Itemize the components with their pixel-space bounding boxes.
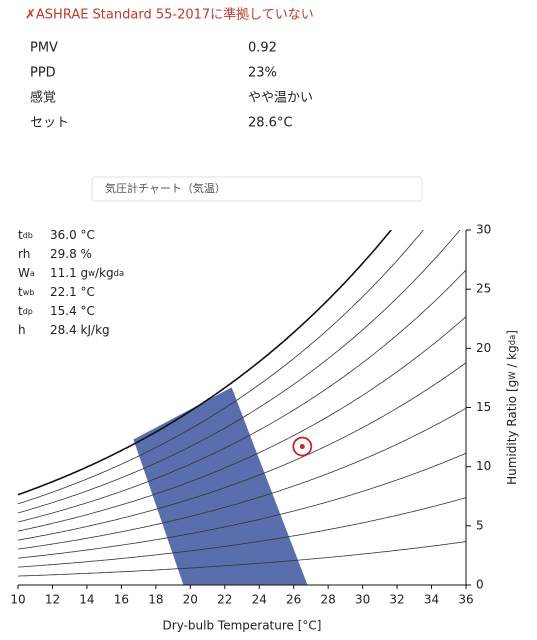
x-tick-label: 24 bbox=[252, 593, 267, 607]
info-value: 22.1 °C bbox=[50, 285, 95, 299]
result-label: 感覚 bbox=[30, 90, 56, 106]
x-tick-label: 18 bbox=[148, 593, 163, 607]
x-tick-label: 28 bbox=[321, 593, 336, 607]
y-tick-label: 25 bbox=[476, 282, 491, 296]
chart-tab[interactable] bbox=[91, 176, 423, 202]
y-tick-label: 10 bbox=[476, 459, 491, 473]
rh-curve bbox=[18, 541, 466, 577]
info-value: 36.0 °C bbox=[50, 228, 95, 242]
text-segment: /kg bbox=[95, 266, 114, 280]
rh-curve bbox=[18, 362, 466, 541]
compliance-warning: ✗ASHRAE Standard 55-2017に準拠していない bbox=[25, 7, 314, 23]
x-tick-label: 30 bbox=[355, 593, 370, 607]
state-point bbox=[299, 444, 305, 450]
info-label: Wa bbox=[18, 266, 35, 280]
result-value: 28.6°C bbox=[248, 116, 293, 131]
rh-curve bbox=[18, 269, 466, 523]
y-tick-label: 15 bbox=[476, 400, 491, 414]
info-label: tdb bbox=[18, 228, 33, 242]
x-tick-label: 26 bbox=[286, 593, 301, 607]
info-value: 15.4 °C bbox=[50, 304, 95, 318]
x-tick-label: 14 bbox=[79, 593, 94, 607]
text-segment: 29.8 % bbox=[50, 247, 92, 261]
info-symbol: t bbox=[18, 304, 23, 318]
info-symbol: t bbox=[18, 285, 23, 299]
chart-tab-label: 気圧計チャート（気温） bbox=[105, 181, 226, 195]
result-label: PMV bbox=[30, 41, 58, 56]
y-tick-label: 5 bbox=[476, 518, 484, 532]
text-segment: 11.1 g bbox=[50, 266, 88, 280]
result-value: 0.92 bbox=[248, 41, 277, 56]
x-tick-label: 22 bbox=[217, 593, 232, 607]
subscript: a bbox=[30, 269, 35, 278]
text-segment: 36.0 °C bbox=[50, 228, 95, 242]
x-tick-label: 32 bbox=[389, 593, 404, 607]
subscript: da bbox=[507, 335, 517, 345]
info-value: 28.4 kJ/kg bbox=[50, 323, 110, 337]
plot-area bbox=[18, 230, 466, 585]
info-label: h bbox=[18, 323, 26, 337]
subscript: da bbox=[114, 268, 124, 278]
rh-curve bbox=[18, 497, 466, 568]
info-symbol: W bbox=[18, 266, 30, 280]
x-tick-label: 12 bbox=[45, 593, 60, 607]
rh-curve bbox=[18, 407, 466, 550]
result-value: やや温かい bbox=[248, 91, 313, 106]
text-segment: / kg bbox=[505, 345, 519, 371]
text-segment: Humidity Ratio [g bbox=[505, 380, 519, 485]
y-axis-label: Humidity Ratio [gW / kgda] bbox=[505, 330, 519, 485]
subscript: w bbox=[88, 268, 95, 278]
info-label: tdp bbox=[18, 304, 33, 318]
x-tick-label: 10 bbox=[10, 593, 25, 607]
result-label: セット bbox=[30, 116, 69, 131]
result-value: 23% bbox=[248, 66, 277, 81]
info-symbol: rh bbox=[18, 247, 30, 261]
y-tick-label: 20 bbox=[476, 341, 491, 355]
subscript: wb bbox=[23, 288, 35, 297]
info-label: twb bbox=[18, 285, 34, 299]
info-symbol: h bbox=[18, 323, 26, 337]
rh-curve bbox=[18, 230, 461, 514]
info-label: rh bbox=[18, 247, 30, 261]
rh-curve bbox=[18, 230, 393, 496]
rh-curve bbox=[18, 316, 466, 532]
text-segment: 22.1 °C bbox=[50, 285, 95, 299]
info-value: 11.1 gw/kgda bbox=[50, 266, 124, 280]
x-tick-label: 36 bbox=[458, 593, 473, 607]
rh-curve bbox=[18, 230, 424, 505]
text-segment: 15.4 °C bbox=[50, 304, 95, 318]
x-tick-label: 20 bbox=[183, 593, 198, 607]
info-symbol: t bbox=[18, 228, 23, 242]
rh-curve bbox=[18, 452, 466, 559]
subscript: db bbox=[23, 231, 33, 240]
info-value: 29.8 % bbox=[50, 247, 92, 261]
y-tick-label: 0 bbox=[476, 578, 484, 592]
result-label: PPD bbox=[30, 66, 56, 81]
subscript: dp bbox=[23, 307, 33, 316]
state-point-ring bbox=[292, 436, 313, 457]
x-axis-label: Dry-bulb Temperature [°C] bbox=[163, 619, 322, 633]
text-segment: 28.4 kJ/kg bbox=[50, 323, 110, 337]
x-tick-label: 34 bbox=[424, 593, 439, 607]
text-segment: ] bbox=[505, 330, 519, 335]
subscript: W bbox=[507, 371, 517, 379]
y-tick-label: 30 bbox=[476, 223, 491, 237]
x-tick-label: 16 bbox=[114, 593, 129, 607]
